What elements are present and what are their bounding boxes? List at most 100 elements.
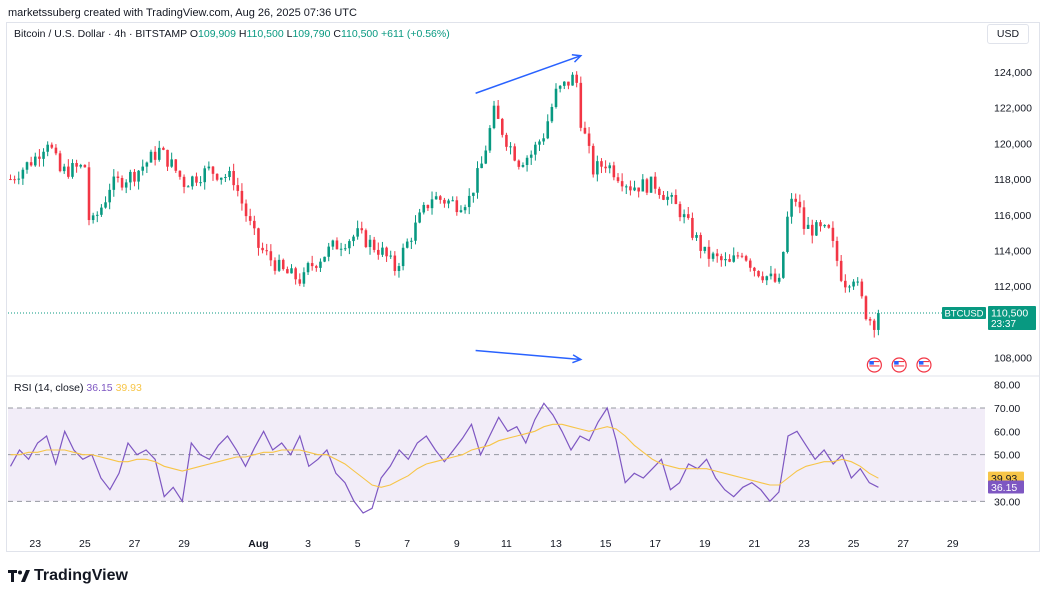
candle	[823, 224, 826, 228]
candle	[46, 141, 49, 157]
candle	[120, 175, 124, 191]
candle	[711, 251, 715, 262]
candle	[649, 176, 653, 193]
time-tick-label: 21	[749, 538, 761, 550]
candle	[678, 201, 682, 222]
candle	[501, 117, 504, 138]
candle	[848, 284, 851, 293]
candle	[319, 258, 322, 272]
candle	[765, 275, 769, 286]
price-tick-label: 108,000	[994, 353, 1032, 365]
candle	[257, 227, 260, 256]
candle	[153, 146, 157, 166]
time-tick-label: 25	[848, 538, 860, 550]
time-tick-label: Aug	[248, 538, 268, 550]
rsi-tag-text: 36.15	[991, 482, 1017, 494]
candle	[269, 244, 273, 267]
candle	[174, 158, 178, 174]
trend-arrow	[475, 349, 583, 364]
time-tick-label: 27	[129, 538, 141, 550]
candle	[397, 262, 401, 278]
candle	[715, 248, 719, 263]
candle	[372, 236, 376, 253]
candle	[426, 204, 430, 211]
candle	[777, 273, 781, 284]
candle	[467, 188, 471, 215]
currency-button[interactable]: USD	[987, 24, 1029, 44]
candle	[298, 273, 302, 287]
price-tag-countdown: 23:37	[991, 319, 1016, 330]
candle	[244, 199, 248, 222]
candle	[79, 163, 83, 169]
candle	[819, 219, 822, 232]
candle	[790, 193, 793, 224]
candle	[682, 209, 686, 224]
rsi-tick-label: 50.00	[994, 450, 1020, 462]
time-tick-label: 19	[699, 538, 711, 550]
candle	[782, 251, 785, 279]
candle	[286, 266, 289, 274]
rsi-tick-label: 70.00	[994, 403, 1020, 415]
candle	[157, 140, 161, 162]
candle	[410, 237, 413, 249]
candle	[377, 242, 380, 260]
event-flag-icon[interactable]	[891, 357, 907, 373]
candle	[434, 191, 438, 200]
candle	[327, 242, 330, 262]
candle	[141, 159, 145, 176]
candle	[637, 187, 640, 198]
candle	[405, 238, 409, 249]
event-flag-icon[interactable]	[866, 357, 882, 373]
rsi-legend-value: 36.15	[86, 382, 113, 394]
rsi-tick-label: 60.00	[994, 426, 1020, 438]
candle	[492, 100, 496, 130]
candle	[211, 165, 215, 181]
high-value: 110,500	[246, 28, 284, 40]
candle	[75, 159, 78, 173]
candle	[587, 127, 591, 154]
candle	[9, 174, 12, 181]
time-tick-label: 17	[649, 538, 661, 550]
candle	[352, 234, 355, 247]
candle	[798, 194, 802, 214]
candle	[306, 261, 310, 275]
candle	[459, 205, 463, 213]
candle	[707, 240, 711, 267]
candle	[108, 183, 111, 210]
high-label: H	[238, 28, 247, 40]
candle	[343, 243, 347, 251]
candle	[794, 193, 797, 207]
candle	[149, 149, 153, 163]
candle	[534, 141, 537, 161]
candle	[248, 208, 252, 226]
annotations	[475, 54, 932, 373]
candle	[25, 161, 29, 174]
candle	[616, 173, 620, 184]
rsi-line	[9, 402, 879, 514]
candle	[517, 159, 521, 170]
chart-frame	[6, 22, 1040, 552]
candle	[87, 161, 91, 226]
candle	[182, 174, 186, 194]
candle	[265, 243, 268, 256]
candle	[348, 239, 351, 255]
candle	[145, 161, 149, 173]
event-flag-icon[interactable]	[916, 357, 932, 373]
candle	[604, 160, 607, 173]
grid-lines	[6, 312, 1040, 377]
price-axis: 108,000110,000112,000114,000116,000118,0…	[994, 67, 1032, 365]
candle	[740, 252, 744, 259]
candle	[538, 139, 541, 151]
candle	[360, 221, 364, 234]
candle	[736, 251, 740, 259]
candle	[91, 212, 95, 224]
candle	[166, 149, 169, 172]
tradingview-brand[interactable]: TradingView	[8, 567, 128, 585]
candle	[207, 161, 211, 171]
candle	[331, 239, 335, 250]
candle	[844, 274, 847, 293]
candle	[463, 204, 467, 214]
trend-arrow	[475, 54, 583, 94]
